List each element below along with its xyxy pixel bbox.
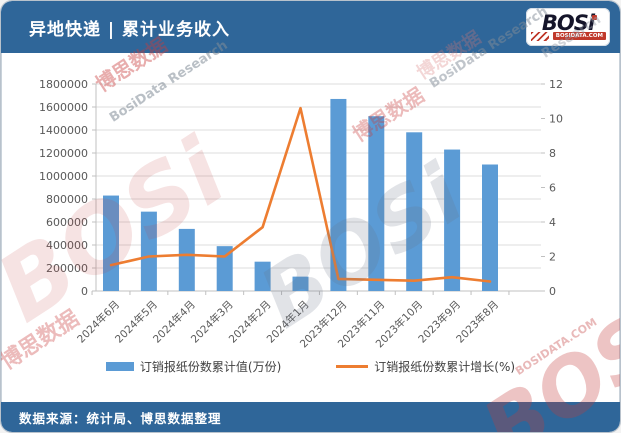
right-axis-tick-label: 4 [549,216,556,229]
bar [140,211,157,291]
bar [292,276,309,291]
logo-domain: BOSIDATA.COM [552,32,606,40]
data-source-text: 数据来源：统计局、博思数据整理 [19,410,222,426]
bar [406,132,423,291]
left-axis-tick-label: 800000 [46,193,88,206]
right-axis-tick-label: 12 [549,78,563,91]
right-axis-tick-label: 0 [549,285,556,298]
gridlines [91,83,545,295]
legend-line-swatch [336,365,369,368]
combo-chart: 2024年6月2024年5月2024年4月2024年3月2024年2月2024年… [39,78,563,350]
bar [178,228,195,291]
bar [368,116,385,291]
footer: 数据来源：统计局、博思数据整理 [1,402,620,432]
left-axis-tick-label: 1200000 [39,147,88,160]
bosi-logo: BOSi BOSIDATA.COM [526,8,610,46]
bar [103,195,119,291]
left-axis-tick-label: 1400000 [39,124,88,137]
left-axis-tick-label: 0 [81,285,88,298]
legend-label: 订销报纸份数累计增长(%) [374,360,516,374]
axis-labels: 0 200000 400000 600000 800000 1000000 1200000 1… [39,78,563,298]
legend-label: 订销报纸份数累计值(万份) [139,360,282,374]
x-axis-labels: 2024年6月2024年5月2024年4月2024年3月2024年2月2024年… [74,298,501,350]
left-axis-tick-label: 400000 [46,239,88,252]
legend-item-line: 订销报纸份数累计增长(%) [336,358,515,375]
left-axis-tick-label: 1800000 [39,78,88,91]
logo-dot-accent [592,15,597,20]
bar-series [103,98,498,291]
bar [254,261,271,291]
header: 异地快递 | 累计业务收入 BOSi BOSIDATA.COM [1,1,620,53]
legend-item-bars: 订销报纸份数累计值(万份) [105,358,282,375]
bar [330,98,347,291]
left-axis-tick-label: 200000 [46,262,88,275]
bar [482,164,498,291]
logo-text: BOSi [541,11,595,35]
right-axis-tick-label: 2 [549,251,556,264]
right-axis-tick-label: 10 [549,113,563,126]
line-series [109,106,492,283]
right-axis-tick-label: 8 [549,147,556,160]
logo-stripes [531,32,549,41]
page-title: 异地快递 | 累计业务收入 [29,19,231,40]
legend-bar-swatch [105,362,134,371]
chart-legend: 订销报纸份数累计值(万份) 订销报纸份数累计增长(%) [1,358,620,375]
left-axis-tick-label: 600000 [46,216,88,229]
left-axis-tick-label: 1000000 [39,170,88,183]
right-axis-tick-label: 6 [549,182,556,195]
left-axis-tick-label: 1600000 [39,101,88,114]
bar [444,149,461,291]
